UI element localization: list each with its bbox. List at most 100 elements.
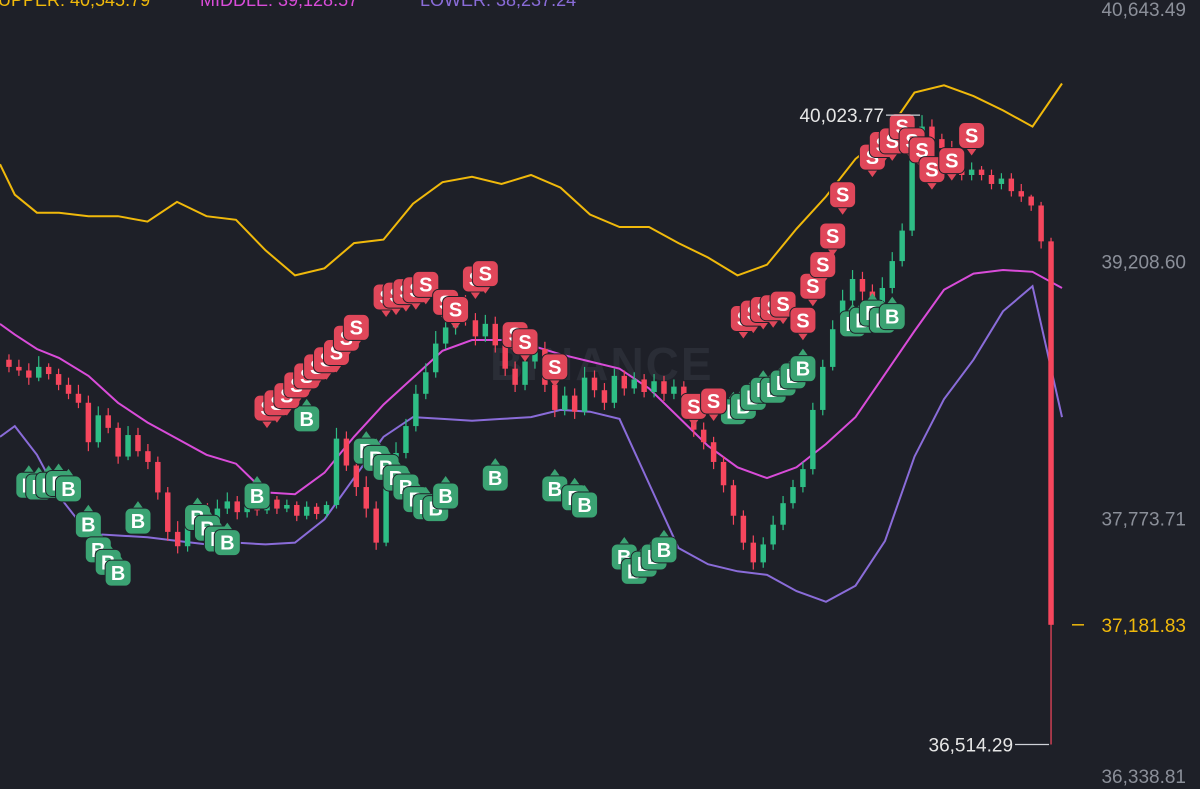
buy-pointer (63, 468, 74, 476)
candle-body (740, 515, 747, 543)
candle (432, 331, 439, 378)
sell-signal: S (541, 353, 569, 387)
buy-signal: B (432, 476, 460, 510)
buy-pointer (23, 465, 34, 473)
candle-body (184, 524, 191, 547)
sell-pointer (450, 322, 461, 330)
marker-label: S (419, 274, 432, 296)
sell-signal: S (471, 260, 499, 294)
marker-badge (769, 290, 797, 318)
candle-body (65, 384, 72, 394)
sell-signal: S (938, 147, 966, 181)
candle-body (621, 375, 628, 389)
marker-badge (124, 507, 152, 535)
sell-pointer (867, 170, 878, 178)
candle-body (274, 499, 280, 509)
marker-badge (819, 222, 847, 250)
marker-badge (809, 251, 837, 279)
candle-body (978, 169, 985, 175)
buy-pointer (252, 476, 263, 484)
candle-body (95, 415, 102, 443)
candle (512, 361, 518, 392)
candle (85, 395, 92, 452)
candle-body (482, 323, 489, 337)
y-tick: 40,643.49 (1101, 0, 1186, 21)
sell-pointer (887, 153, 898, 161)
y-tick-label: 39,208.60 (1101, 252, 1186, 273)
candle (760, 537, 766, 568)
candle-body (641, 379, 647, 392)
candle-body (849, 279, 856, 301)
marker-label: B (577, 495, 591, 517)
candle (115, 422, 121, 464)
candle-body (1008, 178, 1015, 192)
low-annotation: 36,514.29 (929, 736, 1050, 757)
candle-body (145, 451, 151, 462)
candle (274, 496, 280, 514)
candle-body (968, 169, 975, 175)
buy-signal: B (104, 553, 132, 587)
candle (810, 402, 816, 475)
candle (6, 354, 12, 373)
candle-body (303, 506, 310, 516)
candle (978, 166, 985, 181)
candle (611, 368, 618, 409)
sell-signal: S (809, 251, 837, 285)
candle (849, 270, 856, 306)
candle (65, 377, 72, 400)
candle (750, 535, 757, 570)
candle-body (700, 429, 707, 443)
candle-body (859, 279, 866, 292)
buy-signal: B (55, 468, 83, 503)
buy-pointer (103, 542, 114, 550)
candle-body (988, 174, 995, 184)
candle (1048, 237, 1054, 745)
candle (294, 501, 300, 522)
candle (234, 496, 240, 520)
candle-body (413, 393, 419, 427)
candle (16, 359, 22, 376)
candle-body (790, 487, 796, 504)
candle-body (26, 370, 32, 378)
buy-signal: B (650, 529, 678, 564)
buy-signal: B (74, 504, 102, 539)
candle (224, 492, 231, 514)
candle-body (155, 461, 161, 493)
candle-body (671, 386, 677, 394)
marker-label: S (826, 226, 839, 248)
buy-pointer (222, 522, 233, 530)
marker-label: S (548, 357, 561, 379)
buy-pointer (490, 458, 501, 466)
marker-badge (55, 475, 83, 503)
sell-signal: S (342, 313, 370, 348)
candle-body (105, 415, 111, 428)
y-tick-label: 37,181.83 (1101, 616, 1186, 637)
marker-label: B (220, 533, 234, 555)
y-tick-label: 36,338.81 (1101, 767, 1186, 788)
sell-pointer (966, 148, 977, 156)
candle (661, 375, 667, 401)
marker-label: S (945, 151, 958, 173)
candle-body (591, 377, 598, 391)
candle-body (224, 501, 231, 509)
buy-pointer (400, 467, 411, 475)
candle-body (829, 329, 836, 367)
sell-signal: S (700, 387, 728, 421)
sell-pointer (391, 308, 402, 316)
marker-badge (829, 181, 857, 209)
candle-body (1018, 191, 1024, 197)
legend-middle: MIDDLE: 39,128.57 (200, 0, 358, 10)
sell-pointer (331, 365, 342, 373)
candle-body (820, 366, 826, 410)
y-axis: 40,643.49 39,208.60 37,773.71 37,181.83 36,3… (1072, 0, 1186, 788)
y-tick-label: 40,643.49 (1101, 0, 1186, 21)
buy-signal: B (789, 348, 817, 383)
buy-pointer (758, 370, 769, 378)
candle-body (16, 366, 22, 371)
marker-label: B (250, 486, 264, 508)
candle (284, 499, 290, 513)
candle (343, 431, 350, 471)
sell-pointer (877, 157, 888, 165)
marker-badge (481, 464, 509, 492)
